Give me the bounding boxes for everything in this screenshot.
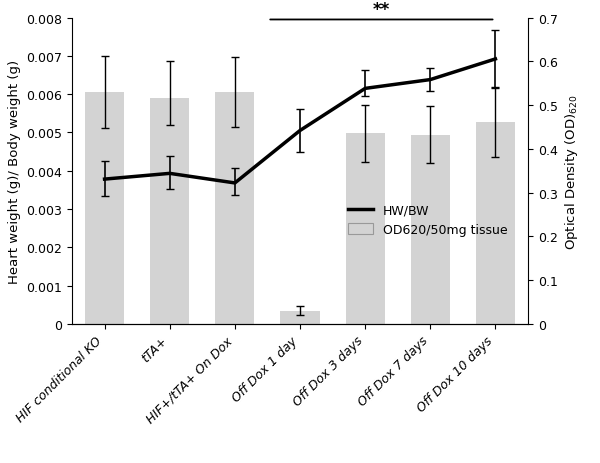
Bar: [476, 122, 515, 324]
Bar: [85, 93, 124, 324]
Bar: [215, 93, 254, 324]
Bar: [346, 134, 385, 324]
Text: **: **: [373, 1, 390, 19]
Y-axis label: Heart weight (g)/ Body weight (g): Heart weight (g)/ Body weight (g): [8, 59, 21, 283]
Bar: [150, 99, 189, 324]
Legend: HW/BW, OD620/50mg tissue: HW/BW, OD620/50mg tissue: [343, 199, 512, 242]
Bar: [280, 311, 320, 324]
Bar: [411, 136, 450, 324]
Y-axis label: Optical Density (OD)$_\mathregular{620}$: Optical Density (OD)$_\mathregular{620}$: [563, 94, 580, 249]
